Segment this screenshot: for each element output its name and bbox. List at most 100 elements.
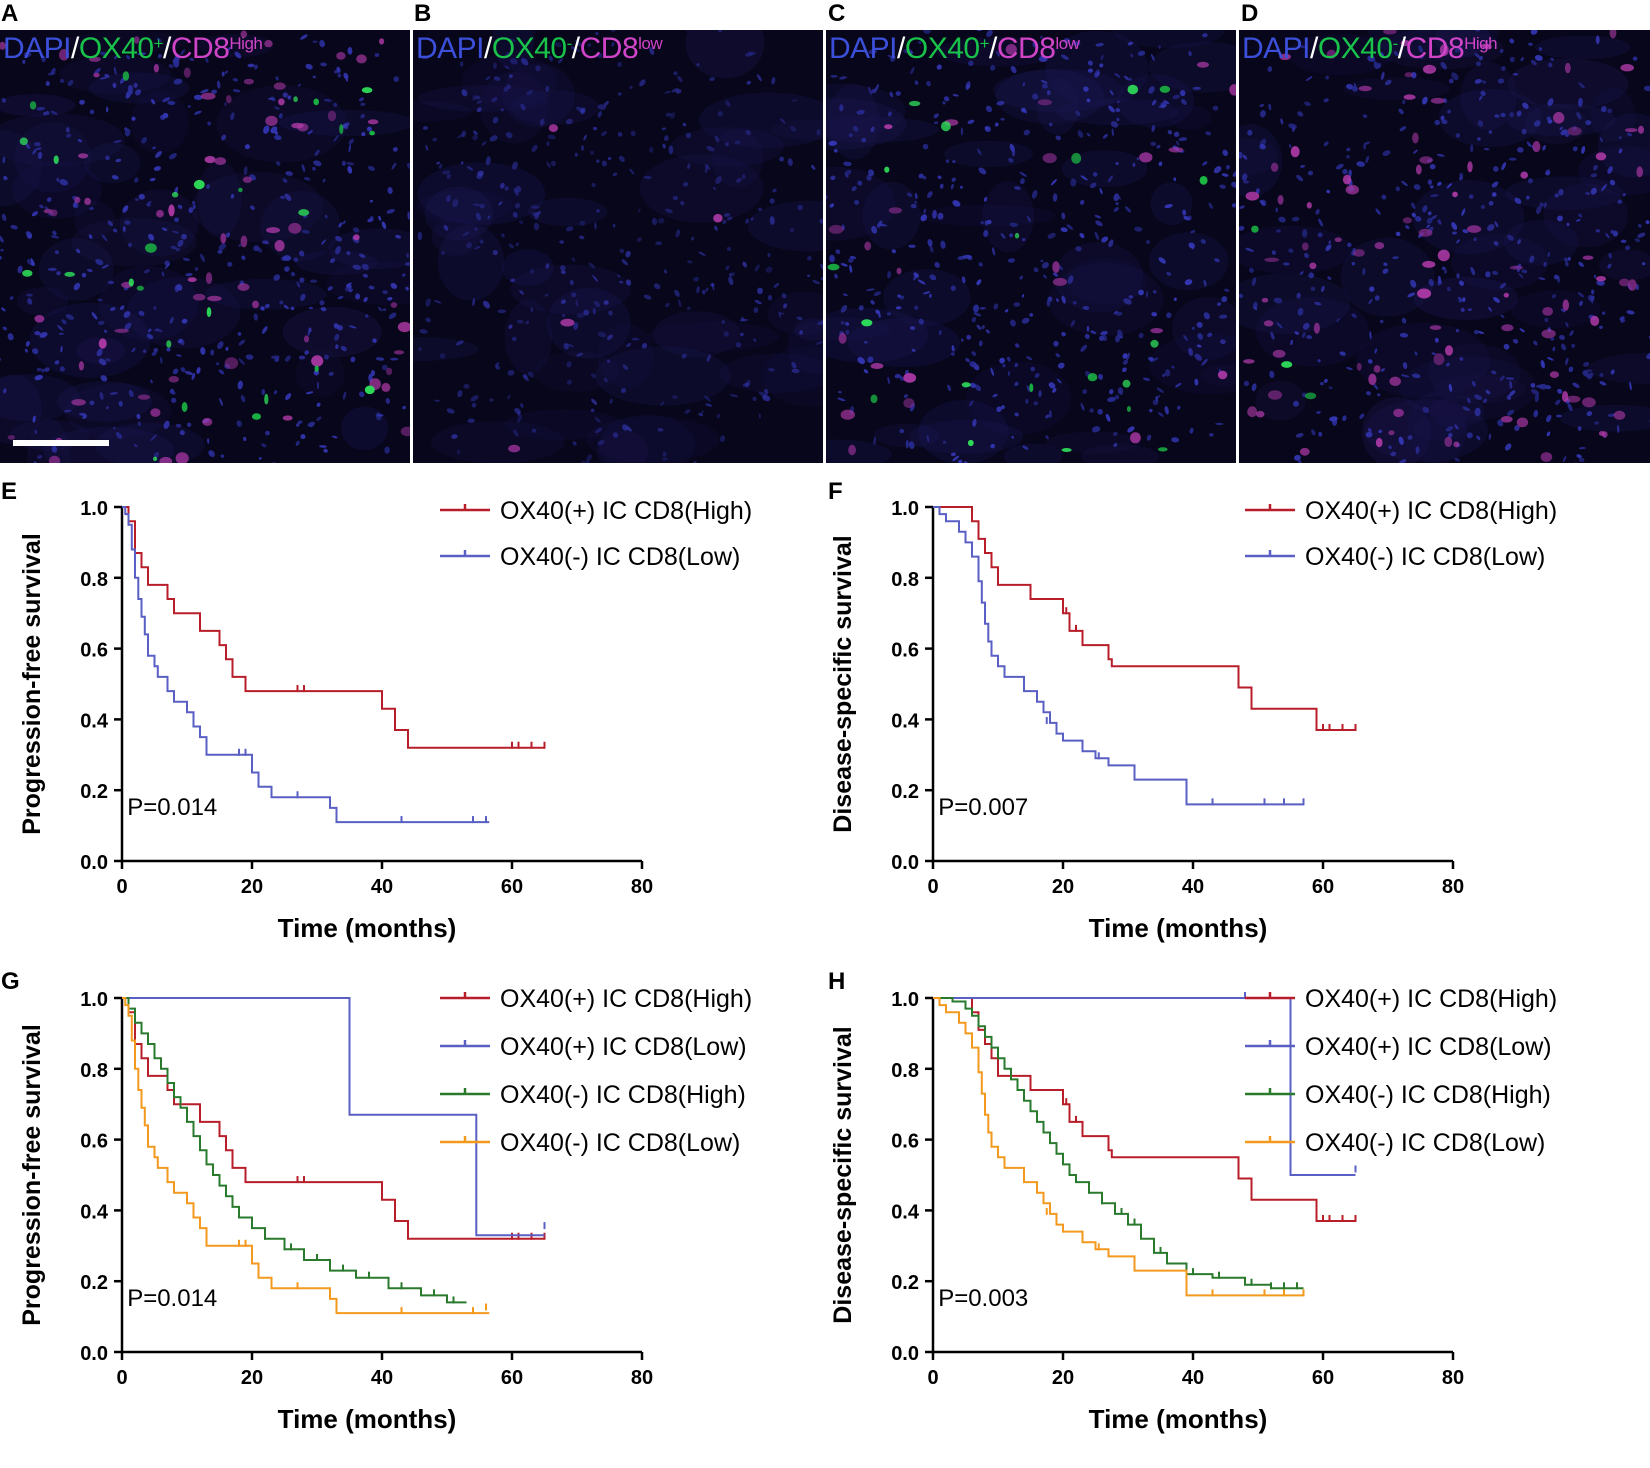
y-tick-label: 0.0	[80, 852, 108, 874]
panel-letter-B: B	[414, 0, 431, 28]
y-tick-label: 1.0	[80, 989, 108, 1011]
legend-label: OX40(+) IC CD8(High)	[500, 985, 752, 1013]
legend-label: OX40(-) IC CD8(Low)	[1305, 543, 1545, 571]
x-tick-label: 60	[1312, 1367, 1334, 1389]
stain-label-part: /	[484, 32, 492, 65]
panel-letter-D: D	[1241, 0, 1258, 28]
x-tick-label: 40	[1182, 1367, 1204, 1389]
x-tick-label: 80	[631, 876, 653, 898]
stain-label: DAPI/OX40-/CD8High	[1242, 32, 1497, 66]
stain-label-part: CD8	[580, 32, 639, 65]
x-tick-label: 60	[1312, 876, 1334, 898]
x-tick-label: 20	[1052, 1367, 1074, 1389]
y-tick-label: 0.2	[80, 1272, 108, 1294]
panel-letter-C: C	[828, 0, 845, 28]
y-tick-label: 0.4	[891, 1201, 920, 1223]
survival-curve	[122, 507, 545, 748]
micrograph-image	[1239, 30, 1650, 463]
y-axis-label: Disease-specific survival	[829, 535, 857, 832]
y-tick-label: 0.4	[891, 710, 920, 732]
legend-label: OX40(+) IC CD8(Low)	[1305, 1033, 1552, 1061]
stain-label-part: /	[163, 32, 171, 65]
y-tick-label: 0.0	[891, 852, 919, 874]
legend-label: OX40(-) IC CD8(High)	[1305, 1081, 1551, 1109]
micrograph-a: DAPI/OX40+/CD8High	[0, 30, 410, 463]
y-tick-label: 1.0	[80, 498, 108, 520]
y-tick-label: 0.6	[891, 1131, 919, 1153]
legend-label: OX40(-) IC CD8(Low)	[500, 543, 740, 571]
stain-label-part: /	[71, 32, 79, 65]
x-tick-label: 60	[501, 876, 523, 898]
x-axis-label: Time (months)	[1089, 1404, 1268, 1434]
micrograph-image	[826, 30, 1236, 463]
x-tick-label: 0	[927, 876, 938, 898]
x-tick-label: 40	[371, 1367, 393, 1389]
survival-curve	[122, 998, 467, 1302]
stain-label-part: CD8	[171, 32, 230, 65]
stain-label-part: DAPI	[1242, 32, 1310, 65]
x-tick-label: 40	[371, 876, 393, 898]
x-tick-label: 80	[1442, 876, 1464, 898]
stain-label: DAPI/OX40-/CD8low	[416, 32, 662, 66]
x-tick-label: 0	[116, 1367, 127, 1389]
legend-label: OX40(-) IC CD8(Low)	[500, 1129, 740, 1157]
x-tick-label: 20	[241, 876, 263, 898]
y-tick-label: 0.6	[80, 640, 108, 662]
series-3	[933, 998, 1304, 1296]
stain-label-part: OX40	[79, 32, 154, 65]
stain-label-part: DAPI	[3, 32, 71, 65]
series-1	[933, 507, 1304, 805]
y-tick-label: 0.4	[80, 710, 109, 732]
y-tick-label: 0.8	[80, 569, 108, 591]
stain-label-part: DAPI	[829, 32, 897, 65]
legend-label: OX40(+) IC CD8(High)	[1305, 985, 1557, 1013]
series-2	[122, 998, 467, 1303]
survival-curve	[933, 998, 1304, 1295]
y-axis-label: Progression-free survival	[18, 1024, 46, 1326]
x-tick-label: 80	[631, 1367, 653, 1389]
y-tick-label: 0.8	[80, 1060, 108, 1082]
legend-label: OX40(+) IC CD8(High)	[1305, 497, 1557, 525]
series-0	[933, 507, 1356, 731]
x-tick-label: 20	[241, 1367, 263, 1389]
x-tick-label: 80	[1442, 1367, 1464, 1389]
stain-label-part: /	[572, 32, 580, 65]
micrograph-d: DAPI/OX40-/CD8High	[1239, 30, 1650, 463]
stain-label-superscript: +	[980, 34, 989, 53]
legend-label: OX40(-) IC CD8(Low)	[1305, 1129, 1545, 1157]
y-tick-label: 0.2	[80, 781, 108, 803]
y-tick-label: 0.6	[891, 640, 919, 662]
survival-curve	[122, 507, 489, 822]
y-tick-label: 1.0	[891, 989, 919, 1011]
p-value: P=0.014	[127, 1285, 217, 1312]
stain-label: DAPI/OX40+/CD8High	[3, 32, 262, 66]
stain-label-superscript: low	[638, 34, 662, 53]
stain-label-part: /	[989, 32, 997, 65]
x-tick-label: 40	[1182, 876, 1204, 898]
micrograph-b: DAPI/OX40-/CD8low	[413, 30, 823, 463]
series-3	[122, 998, 489, 1314]
y-tick-label: 0.4	[80, 1201, 109, 1223]
stain-label-part: OX40	[492, 32, 567, 65]
y-tick-label: 0.8	[891, 1060, 919, 1082]
x-tick-label: 20	[1052, 876, 1074, 898]
stain-label-superscript: -	[567, 34, 572, 53]
micrograph-c: DAPI/OX40+/CD8low	[826, 30, 1236, 463]
survival-curve	[933, 998, 1356, 1221]
stain-label-part: /	[1398, 32, 1406, 65]
series-0	[122, 998, 545, 1240]
stain-label-part: /	[1310, 32, 1318, 65]
stain-label-superscript: High	[1464, 34, 1497, 53]
x-axis-label: Time (months)	[1089, 913, 1268, 943]
micrograph-image	[0, 30, 410, 463]
y-tick-label: 0.6	[80, 1131, 108, 1153]
series-0	[122, 507, 545, 749]
legend: OX40(+) IC CD8(High) OX40(+) IC CD8(Low) O…	[1245, 985, 1557, 1157]
series-1	[122, 507, 489, 823]
y-tick-label: 0.2	[891, 781, 919, 803]
y-axis-label: Progression-free survival	[18, 533, 46, 835]
micrograph-image	[413, 30, 823, 463]
stain-label-part: DAPI	[416, 32, 484, 65]
